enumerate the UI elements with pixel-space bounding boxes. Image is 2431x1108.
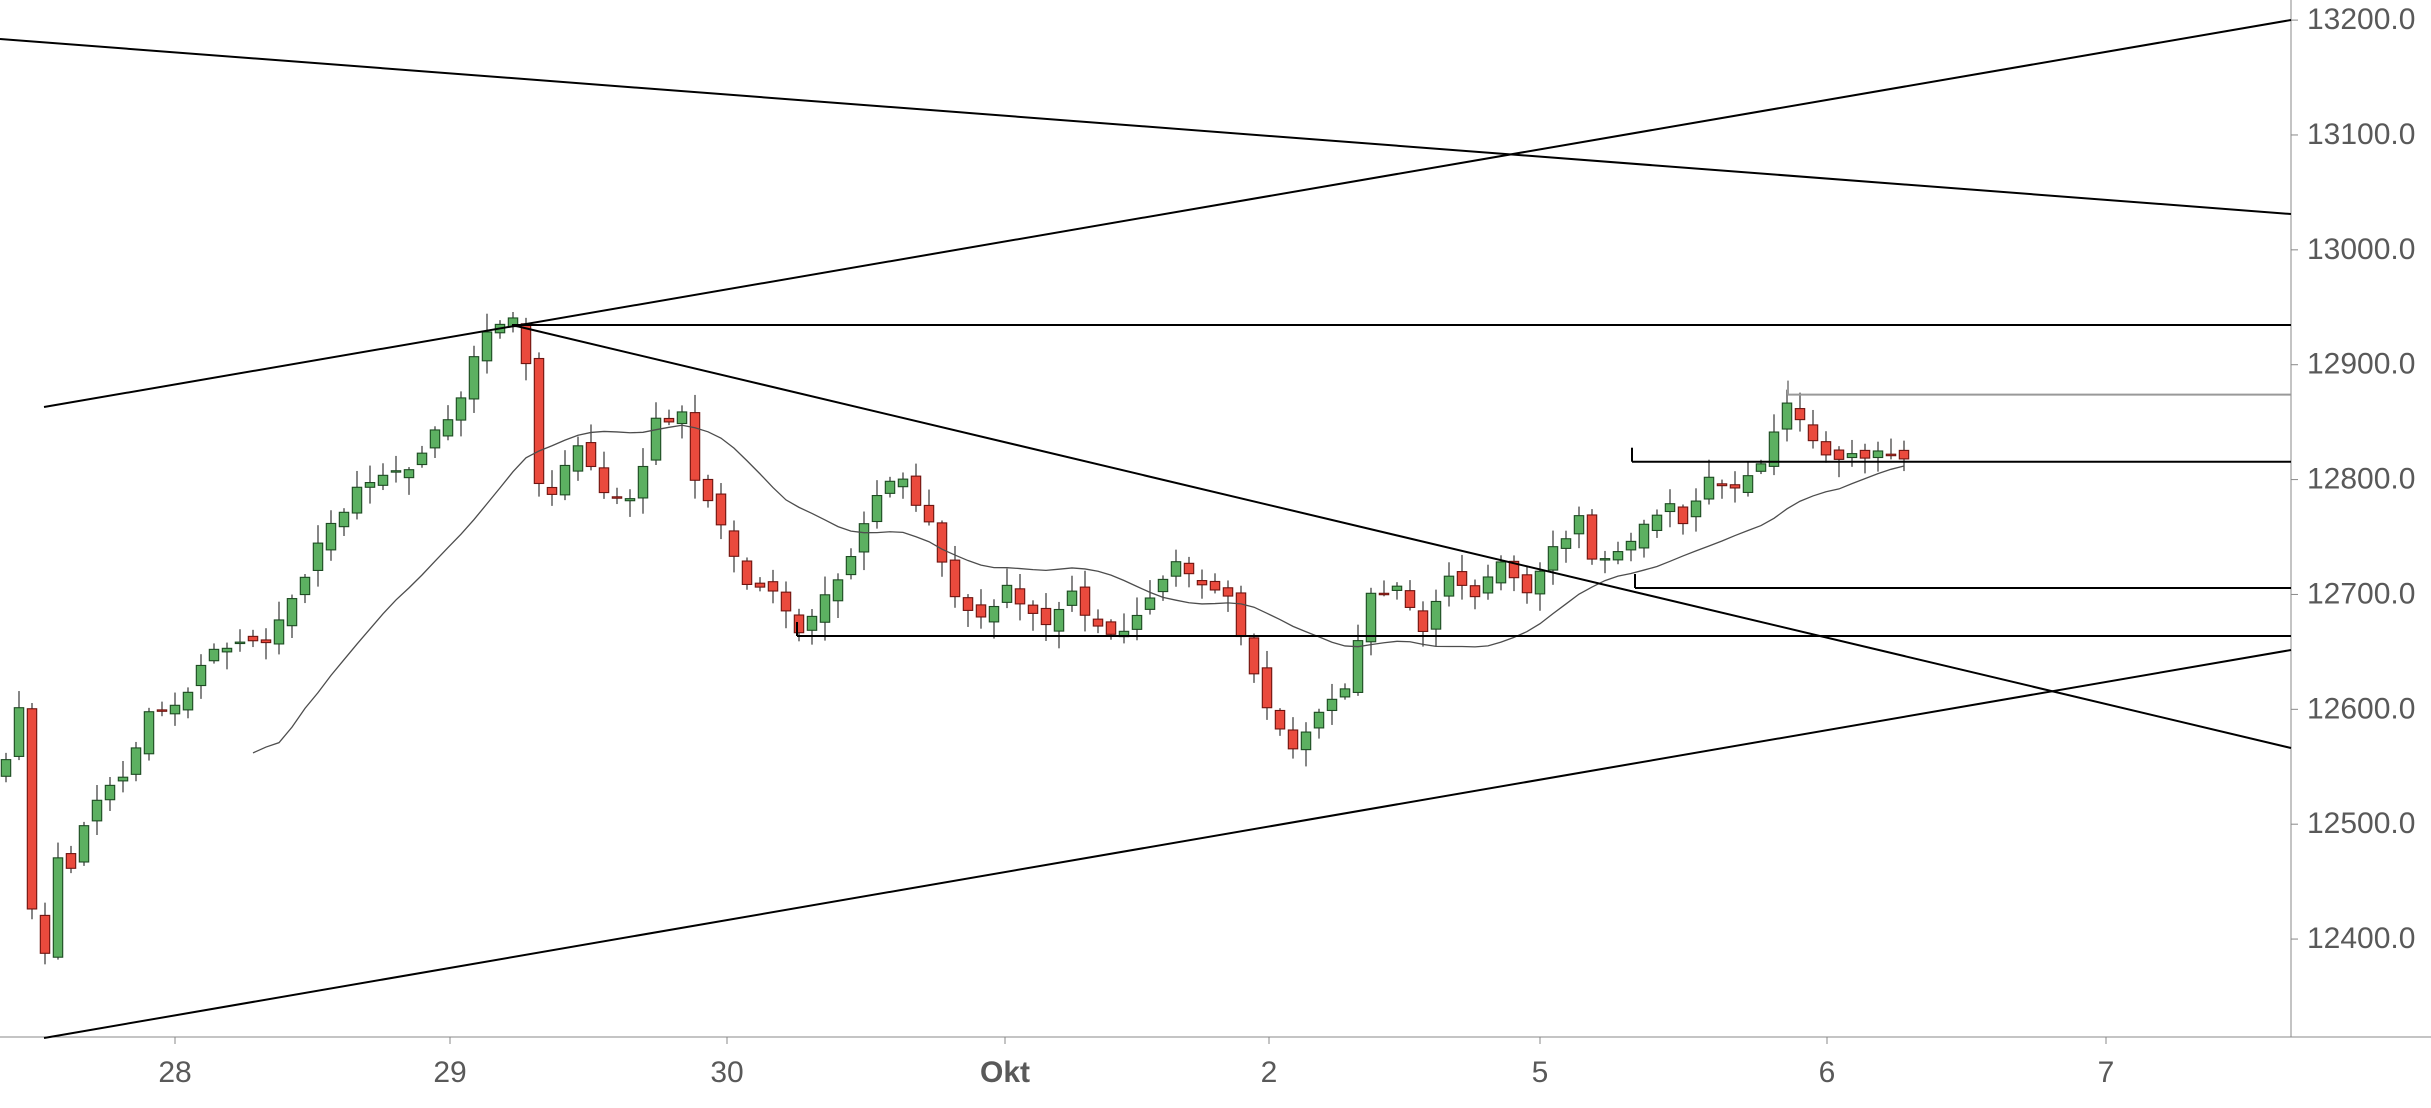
svg-text:12400.0: 12400.0 <box>2307 922 2415 955</box>
svg-text:12600.0: 12600.0 <box>2307 692 2415 725</box>
svg-text:7: 7 <box>2098 1056 2115 1089</box>
svg-text:29: 29 <box>433 1056 466 1089</box>
svg-text:13200.0: 13200.0 <box>2307 3 2415 36</box>
svg-text:12800.0: 12800.0 <box>2307 463 2415 496</box>
svg-text:13000.0: 13000.0 <box>2307 233 2415 266</box>
svg-text:5: 5 <box>1532 1056 1549 1089</box>
svg-text:12500.0: 12500.0 <box>2307 807 2415 840</box>
svg-text:28: 28 <box>158 1056 191 1089</box>
svg-text:2: 2 <box>1261 1056 1278 1089</box>
svg-text:Okt: Okt <box>980 1056 1030 1089</box>
svg-text:12900.0: 12900.0 <box>2307 348 2415 381</box>
svg-text:30: 30 <box>710 1056 743 1089</box>
svg-text:12700.0: 12700.0 <box>2307 577 2415 610</box>
svg-text:6: 6 <box>1819 1056 1836 1089</box>
svg-text:13100.0: 13100.0 <box>2307 118 2415 151</box>
